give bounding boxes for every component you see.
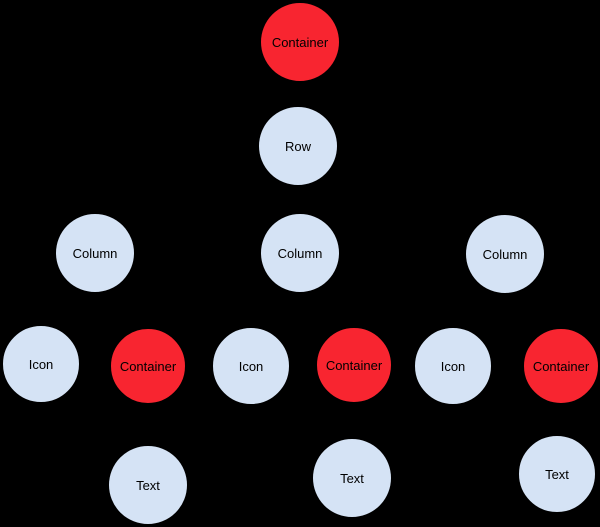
node-label: Column xyxy=(72,245,118,261)
column-center-node: Column xyxy=(260,213,340,293)
container-right-node: Container xyxy=(523,328,599,404)
container-center-node: Container xyxy=(316,327,392,403)
node-label: Text xyxy=(340,470,364,486)
icon-left-node: Icon xyxy=(2,325,80,403)
node-label: Icon xyxy=(440,358,466,374)
node-label: Container xyxy=(119,358,177,374)
icon-right-node: Icon xyxy=(414,327,492,405)
text-center-node: Text xyxy=(312,438,392,518)
text-left-node: Text xyxy=(108,445,188,525)
node-label: Text xyxy=(545,466,569,482)
node-label: Container xyxy=(325,357,383,373)
column-right-node: Column xyxy=(465,214,545,294)
node-label: Container xyxy=(271,34,329,50)
column-left-node: Column xyxy=(55,213,135,293)
node-label: Container xyxy=(532,358,590,374)
node-label: Icon xyxy=(28,356,54,372)
container-left-node: Container xyxy=(110,328,186,404)
container-root-node: Container xyxy=(260,2,340,82)
icon-center-node: Icon xyxy=(212,327,290,405)
node-label: Row xyxy=(284,138,311,154)
text-right-node: Text xyxy=(518,435,596,513)
row-node: Row xyxy=(258,106,338,186)
node-label: Column xyxy=(277,245,323,261)
node-label: Icon xyxy=(238,358,264,374)
node-label: Text xyxy=(136,477,160,493)
node-label: Column xyxy=(482,246,528,262)
